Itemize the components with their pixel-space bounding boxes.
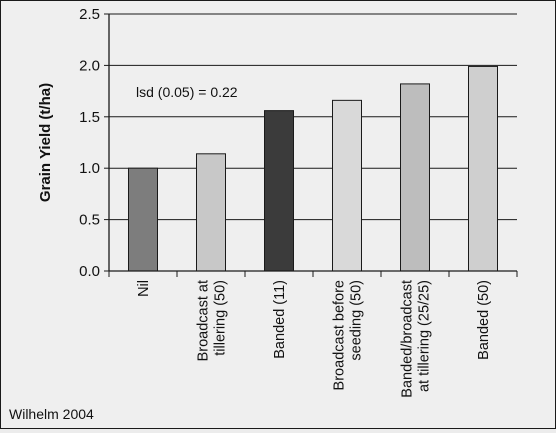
- y-tick-labels: 0.0 0.5 1.0 1.5 2.0 2.5: [79, 6, 100, 280]
- bar: [332, 99, 362, 272]
- category-label: seeding (50): [349, 280, 365, 361]
- category-label: Nil: [136, 280, 152, 297]
- category-label: Banded/broadcast: [400, 280, 416, 398]
- y-tick-label: 0.5: [79, 212, 100, 229]
- source-note: Wilhelm 2004: [9, 406, 94, 422]
- y-axis-label: Grain Yield (t/ha): [37, 83, 54, 202]
- category-label: Broadcast at: [196, 280, 212, 361]
- bar: [400, 83, 430, 272]
- category-label: at tillering (25/25): [417, 280, 433, 392]
- y-tick-label: 1.0: [79, 160, 100, 177]
- bar: [128, 167, 158, 272]
- lsd-annotation: lsd (0.05) = 0.22: [136, 84, 238, 100]
- y-tick-label: 2.5: [79, 6, 100, 23]
- category-label: Banded (50): [476, 280, 492, 360]
- category-label: Broadcast before: [332, 280, 348, 390]
- axes: [108, 14, 518, 277]
- bar: [468, 65, 498, 272]
- y-tick-label: 0.0: [79, 263, 100, 280]
- y-tick-label: 1.5: [79, 109, 100, 126]
- bar: [264, 110, 294, 272]
- bar: [196, 153, 226, 272]
- category-label: tillering (50): [213, 280, 229, 356]
- y-tick-label: 2.0: [79, 57, 100, 74]
- category-label: Banded (11): [272, 280, 288, 359]
- category-labels: Nil Broadcast at tillering (50) Banded (11)…: [136, 280, 492, 398]
- gridlines: [104, 13, 517, 272]
- bars: [128, 65, 498, 272]
